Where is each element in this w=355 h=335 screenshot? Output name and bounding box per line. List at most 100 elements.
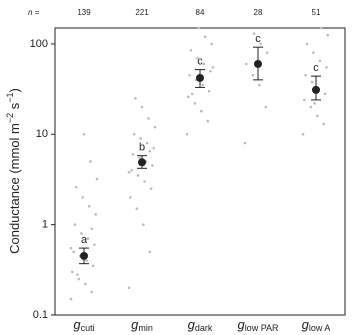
data-point — [304, 73, 307, 77]
data-point — [86, 237, 90, 240]
data-point — [322, 122, 326, 126]
n-count: 28 — [254, 8, 263, 17]
plot-frame — [54, 27, 346, 316]
data-point — [129, 196, 132, 199]
data-point — [203, 35, 207, 39]
category-subscript: dark — [195, 323, 213, 333]
data-point — [74, 185, 78, 189]
data-point — [149, 187, 153, 190]
y-label-text: ) — [7, 88, 22, 92]
mean-marker — [196, 73, 204, 82]
data-point — [90, 227, 94, 231]
data-point — [76, 273, 79, 276]
data-point — [319, 26, 323, 30]
y-label-sup: −2 — [5, 113, 15, 123]
category-subscript: low PAR — [245, 323, 279, 333]
x-tick-label: glow PAR — [237, 317, 279, 333]
data-point — [305, 42, 309, 46]
x-tick-label: gdark — [188, 317, 213, 333]
data-point — [265, 51, 269, 54]
data-point — [251, 73, 255, 77]
data-point — [93, 243, 96, 246]
data-point — [207, 89, 211, 93]
data-point — [72, 250, 75, 254]
data-point — [85, 259, 88, 262]
n-count: 84 — [196, 8, 205, 17]
data-point — [303, 98, 306, 102]
data-point — [143, 180, 146, 183]
data-point — [189, 48, 193, 52]
category-symbol: g — [131, 317, 139, 332]
x-tick-label: glow A — [302, 317, 331, 333]
data-point — [264, 105, 268, 109]
category-subscript: min — [138, 323, 153, 333]
mean-marker — [312, 85, 320, 94]
data-point — [259, 42, 262, 46]
data-point — [326, 33, 330, 37]
data-point — [140, 105, 144, 109]
data-point — [82, 132, 86, 136]
data-point — [200, 109, 203, 113]
n-label: n = — [28, 8, 40, 17]
data-point — [196, 56, 199, 60]
significance-letter: c — [255, 33, 261, 45]
data-point — [73, 223, 77, 226]
data-point — [135, 207, 139, 211]
n-count: 139 — [77, 8, 91, 17]
data-point — [91, 264, 95, 268]
data-point — [318, 59, 322, 63]
data-point — [127, 286, 131, 290]
data-point — [131, 153, 135, 156]
data-point — [127, 170, 131, 174]
data-point — [245, 62, 248, 66]
data-point — [145, 141, 149, 145]
data-point — [201, 83, 204, 87]
data-point — [87, 204, 91, 208]
n-count: 221 — [135, 8, 149, 17]
data-point — [71, 270, 74, 274]
data-point — [132, 132, 136, 136]
y-label-text: Conductance (mmol m — [7, 123, 22, 254]
data-point — [187, 95, 190, 99]
data-point — [134, 97, 137, 100]
data-point — [243, 141, 247, 145]
data-point — [310, 80, 314, 84]
data-point — [190, 92, 194, 96]
significance-letter: c — [197, 55, 203, 67]
data-point — [312, 51, 315, 54]
significance-letter: b — [139, 142, 145, 154]
data-point — [81, 196, 84, 199]
y-tick-label: 1 — [42, 219, 48, 231]
data-point — [206, 119, 210, 123]
data-point — [147, 117, 150, 120]
data-point — [258, 83, 261, 87]
mean-marker — [138, 158, 146, 167]
category-symbol: g — [73, 317, 81, 332]
data-point — [252, 32, 256, 35]
data-point — [84, 282, 87, 286]
data-point — [138, 156, 141, 160]
data-point — [151, 164, 154, 167]
y-tick-label: 0.1 — [33, 309, 48, 321]
x-tick-label: gcuti — [73, 317, 94, 333]
y-label-text: s — [7, 102, 22, 113]
significance-letter: c — [313, 62, 319, 74]
category-symbol: g — [302, 317, 310, 332]
y-axis-label: Conductance (mmol m−2 s−1) — [5, 88, 22, 254]
data-point — [152, 146, 155, 150]
data-point — [95, 177, 99, 181]
category-subscript: cuti — [81, 323, 95, 333]
data-point — [211, 66, 215, 69]
data-point — [323, 92, 327, 96]
data-point — [188, 73, 191, 77]
y-tick-label: 10 — [36, 128, 48, 140]
data-point — [202, 62, 206, 66]
n-count: 51 — [312, 8, 321, 17]
data-point — [309, 105, 313, 109]
y-label-sup: −1 — [5, 92, 15, 102]
data-point — [301, 132, 305, 136]
data-point — [90, 290, 94, 294]
data-point — [210, 42, 213, 46]
data-point — [142, 223, 145, 226]
